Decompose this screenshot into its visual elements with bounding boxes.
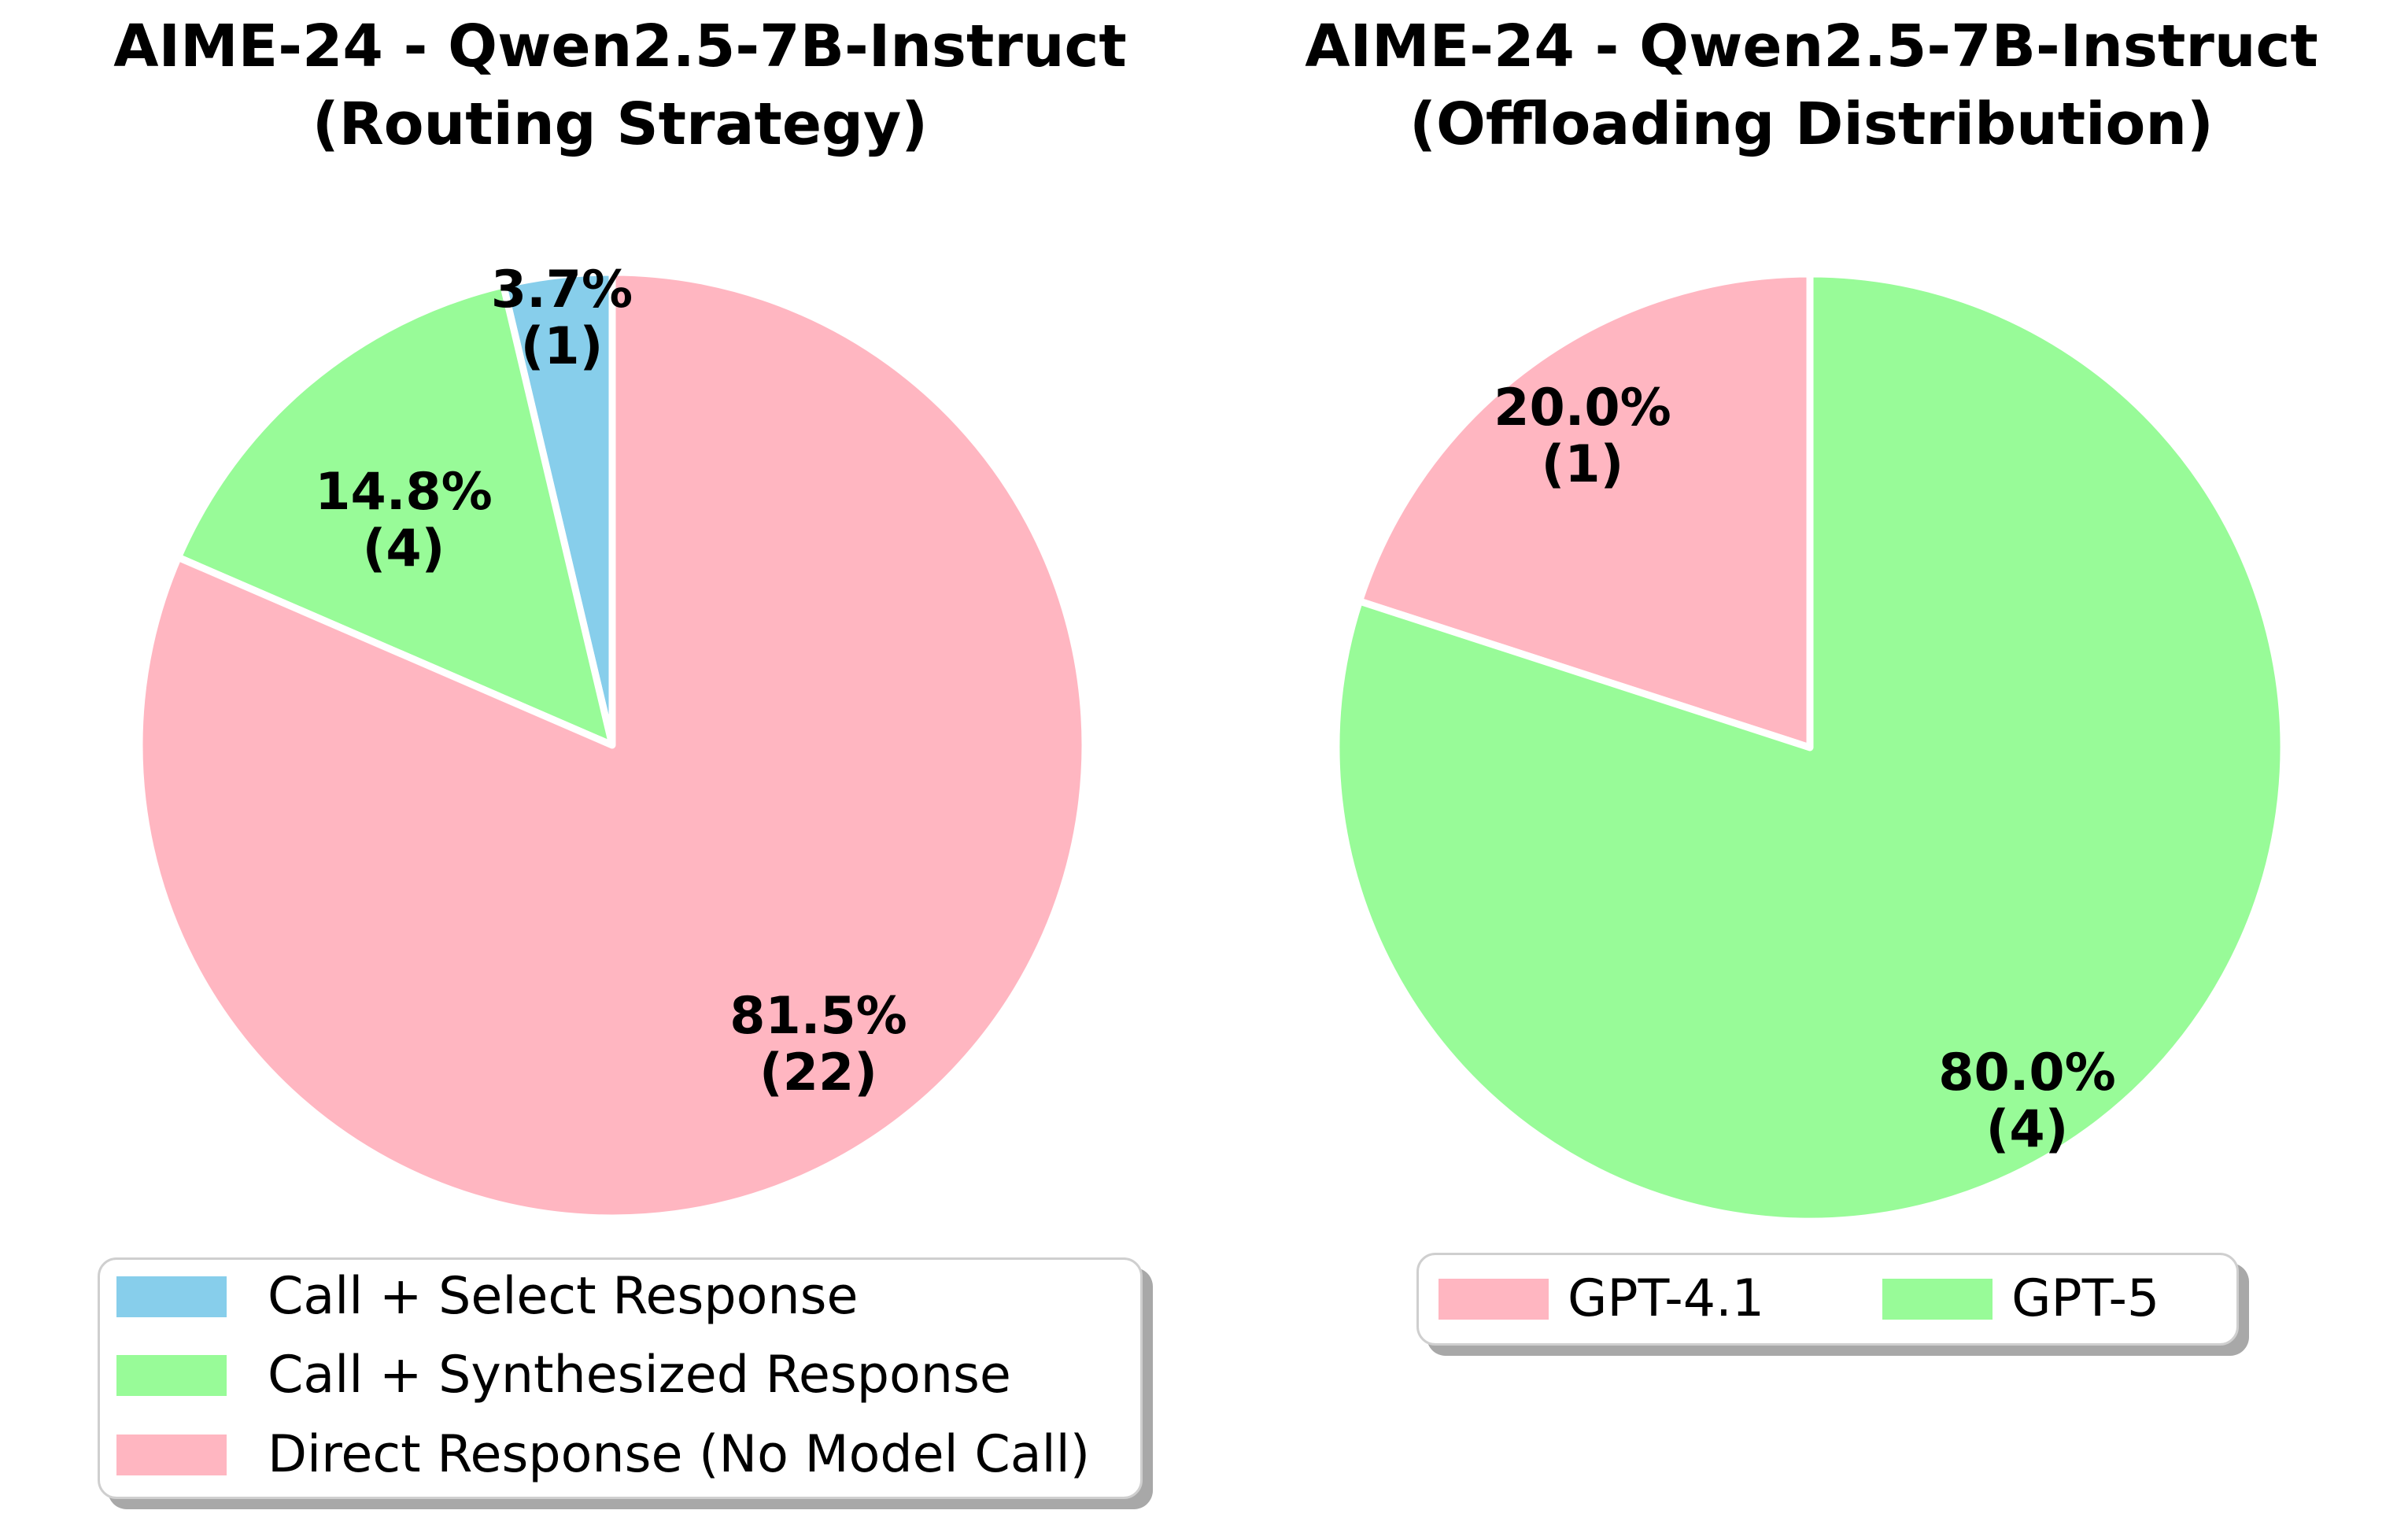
legend-swatch-gpt41 [1439, 1279, 1549, 1320]
legend-label-call-synthesized: Call + Synthesized Response [268, 1346, 1011, 1405]
pct-value: 20.0% [1494, 378, 1671, 438]
legend-row: Call + Synthesized Response [116, 1346, 1124, 1405]
chart2-legend: GPT-4.1 GPT-5 [1416, 1253, 2239, 1346]
pie-1-label-3.7%: 3.7% (1) [491, 262, 633, 375]
chart1-legend: Call + Select Response Call + Synthesize… [98, 1257, 1143, 1499]
legend-swatch-direct-response [116, 1435, 227, 1475]
chart2-title: AIME-24 - Qwen2.5-7B-Instruct (Offloadin… [1305, 8, 2318, 164]
count-value: (4) [1985, 1100, 2069, 1159]
count-value: (4) [362, 519, 445, 578]
pie-2-slice-gpt-4-1 [1355, 270, 1814, 751]
pie-1-label-81.5%: 81.5% (22) [729, 988, 907, 1102]
legend-swatch-call-select [116, 1276, 227, 1317]
pct-value: 14.8% [315, 463, 493, 522]
legend-label-direct-response: Direct Response (No Model Call) [268, 1425, 1091, 1484]
pie-2-label-20.0%: 20.0% (1) [1494, 380, 1671, 493]
pie-1-label-14.8%: 14.8% (4) [315, 464, 493, 578]
legend-row: Call + Select Response [116, 1267, 1124, 1326]
pct-value: 80.0% [1938, 1043, 2116, 1102]
pie-2-label-80.0%: 80.0% (4) [1938, 1045, 2116, 1158]
pie-1-slice-call-synthesized-response [174, 281, 616, 749]
count-value: (1) [1541, 435, 1624, 494]
pct-value: 81.5% [729, 987, 907, 1046]
count-value: (1) [520, 317, 604, 376]
chart2-title-line2: (Offloading Distribution) [1409, 90, 2214, 158]
pie-2-slice-gpt-5 [1332, 270, 2288, 1225]
pie-1-slice-direct-response-no-model-call- [135, 268, 1089, 1222]
chart2-title-line1: AIME-24 - Qwen2.5-7B-Instruct [1305, 13, 2318, 80]
legend-swatch-call-synthesized [116, 1355, 227, 1396]
count-value: (22) [759, 1043, 877, 1102]
chart1-title: AIME-24 - Qwen2.5-7B-Instruct (Routing S… [113, 8, 1127, 164]
legend-label-gpt41: GPT-4.1 [1568, 1269, 1765, 1328]
legend-label-call-select: Call + Select Response [268, 1267, 859, 1326]
legend-row: Direct Response (No Model Call) [116, 1425, 1124, 1484]
chart1-title-line1: AIME-24 - Qwen2.5-7B-Instruct [113, 13, 1127, 80]
legend-label-gpt5: GPT-5 [2011, 1269, 2160, 1328]
legend-swatch-gpt5 [1882, 1279, 1993, 1320]
legend-row: GPT-4.1 GPT-5 [1419, 1255, 2236, 1343]
chart1-title-line2: (Routing Strategy) [312, 90, 929, 158]
pct-value: 3.7% [490, 260, 633, 319]
